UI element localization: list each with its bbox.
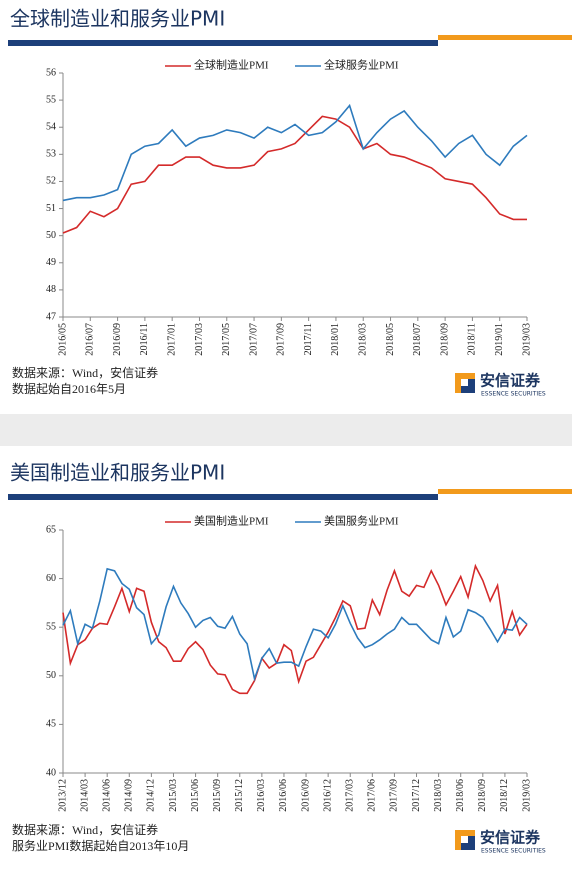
y-tick-label: 56 (46, 67, 56, 78)
legend-label: 全球服务业PMI (324, 58, 399, 72)
y-tick-label: 55 (46, 621, 56, 632)
y-tick-label: 47 (46, 311, 56, 322)
x-tick-label: 2019/03 (521, 323, 532, 356)
x-tick-label: 2016/09 (112, 323, 123, 356)
x-tick-label: 2014/06 (101, 779, 112, 812)
brand-name-en: ESSENCE SECURITIES (481, 391, 546, 398)
header-bar-orange (438, 489, 572, 494)
brand-name-en: ESSENCE SECURITIES (481, 848, 546, 855)
logo-white (461, 836, 468, 843)
x-tick-label: 2017/03 (194, 323, 205, 356)
x-tick-label: 2019/03 (521, 779, 532, 812)
brand-name: 安信证券 (480, 372, 541, 390)
x-tick-label: 2015/12 (234, 779, 245, 812)
x-tick-label: 2013/12 (57, 779, 68, 812)
series-line (62, 563, 528, 695)
x-tick-label: 2017/06 (367, 779, 378, 812)
chart-title: 美国制造业和服务业PMI (10, 461, 225, 485)
y-tick-label: 50 (46, 670, 56, 681)
x-tick-label: 2016/12 (322, 779, 333, 812)
source-note: 服务业PMI数据起始自2013年10月 (12, 838, 189, 853)
x-tick-label: 2016/11 (139, 323, 150, 355)
y-tick-label: 60 (46, 573, 56, 584)
legend-label: 美国服务业PMI (324, 515, 399, 528)
x-tick-label: 2018/06 (455, 779, 466, 812)
chart-title: 全球制造业和服务业PMI (10, 7, 225, 31)
y-tick-label: 52 (46, 176, 56, 187)
x-tick-label: 2018/09 (439, 323, 450, 356)
logo-white (461, 379, 468, 386)
x-tick-label: 2018/07 (412, 323, 423, 356)
x-tick-label: 2017/12 (411, 779, 422, 812)
x-tick-label: 2018/03 (433, 779, 444, 812)
source-note: 数据起始自2016年5月 (12, 381, 126, 396)
series-line (62, 115, 527, 234)
panel-gap (0, 414, 572, 446)
x-tick-label: 2017/05 (221, 323, 232, 356)
y-tick-label: 54 (46, 122, 56, 133)
x-tick-label: 2017/09 (276, 323, 287, 356)
x-tick-label: 2015/09 (212, 779, 223, 812)
source-note: 数据来源：Wind，安信证券 (12, 365, 158, 380)
series-line (62, 103, 528, 202)
header-bar-orange (438, 35, 572, 40)
legend-label: 美国制造业PMI (194, 514, 269, 528)
y-tick-label: 53 (46, 149, 56, 160)
x-tick-label: 2016/09 (300, 779, 311, 812)
x-tick-label: 2016/03 (256, 779, 267, 812)
x-tick-label: 2016/06 (278, 779, 289, 812)
y-tick-label: 55 (46, 94, 56, 105)
x-tick-label: 2018/09 (477, 779, 488, 812)
legend-label: 全球制造业PMI (194, 58, 269, 72)
y-tick-label: 45 (46, 719, 56, 730)
brand-name: 安信证券 (480, 829, 541, 847)
x-tick-label: 2017/09 (389, 779, 400, 812)
x-tick-label: 2018/12 (499, 779, 510, 812)
x-tick-label: 2018/03 (358, 323, 369, 356)
x-tick-label: 2019/01 (494, 323, 505, 356)
header-bar-blue (8, 494, 438, 500)
x-tick-label: 2016/07 (85, 323, 96, 356)
x-tick-label: 2018/01 (330, 323, 341, 356)
x-tick-label: 2017/03 (345, 779, 356, 812)
source-note: 数据来源：Wind，安信证券 (12, 822, 158, 837)
x-tick-label: 2017/01 (166, 323, 177, 356)
header-bar-blue (8, 40, 438, 46)
y-tick-label: 40 (46, 767, 56, 778)
x-tick-label: 2016/05 (57, 323, 68, 356)
x-tick-label: 2018/11 (467, 323, 478, 355)
x-tick-label: 2017/11 (303, 323, 314, 355)
x-tick-label: 2015/06 (190, 779, 201, 812)
x-tick-label: 2017/07 (248, 323, 259, 356)
y-tick-label: 49 (46, 257, 56, 268)
y-tick-label: 48 (46, 284, 56, 295)
x-tick-label: 2014/12 (146, 779, 157, 812)
y-tick-label: 50 (46, 230, 56, 241)
x-tick-label: 2014/09 (124, 779, 135, 812)
x-tick-label: 2015/03 (168, 779, 179, 812)
y-tick-label: 65 (46, 524, 56, 535)
x-tick-label: 2018/05 (385, 323, 396, 356)
series-line (62, 567, 528, 682)
x-tick-label: 2014/03 (79, 779, 90, 812)
y-tick-label: 51 (46, 203, 56, 214)
